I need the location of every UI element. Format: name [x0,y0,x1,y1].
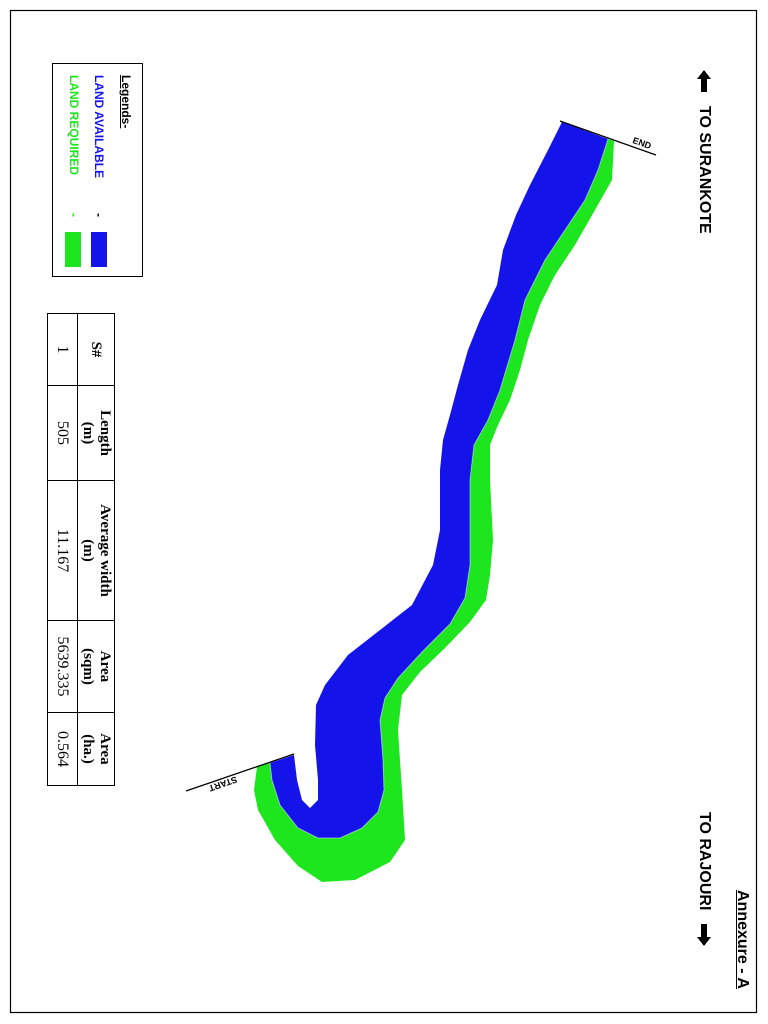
legend-box: Legends- LAND AVAILABLE - LAND REQUIRED … [52,63,143,277]
table-header-text: Average width [97,504,113,597]
legend-item-land-required: LAND REQUIRED - [65,64,82,276]
land-available-area [270,122,608,838]
table-header-cell: S# [77,313,115,386]
arrow-up-icon [697,70,711,92]
table-cell-length: 505 [47,385,78,481]
legend-item-separator: - [92,213,106,217]
legend-item-land-available: LAND AVAILABLE - [91,64,107,276]
direction-label: TO SURANKOTE [696,106,713,234]
table-header-unit: (m) [80,539,96,562]
annexure-title: Annexure - A [734,890,751,989]
legend-item-label: LAND AVAILABLE [92,75,106,179]
table-header-row: S# Length (m) Average width (m) Area (sq… [77,313,115,786]
legend-swatch-land-available [91,232,107,267]
table-header-cell: Area (ha.) [77,712,115,786]
table-header-text: Area [97,733,113,765]
table-header-unit: (m) [80,421,96,445]
start-line [185,753,295,792]
table-cell-average-width: 11.167 [47,480,78,621]
land-required-area [254,139,614,882]
end-line [559,120,657,156]
land-boundary-line [269,138,609,839]
legend-item-label: LAND REQUIRED [67,75,81,176]
table-header-cell: Area (sqm) [77,620,115,713]
table-row: 1 505 11.167 5639.335 0.564 [47,313,78,786]
table-header-text: S# [88,341,105,358]
direction-to-rajouri: TO RAJOURI [695,812,713,947]
table-header-unit: (sqm) [80,648,96,685]
land-summary-table: S# Length (m) Average width (m) Area (sq… [47,313,115,786]
legend-item-separator: - [67,213,81,217]
table-header-text: Length [97,410,113,456]
legend-title: Legends- [119,75,133,129]
direction-to-surankote: TO SURANKOTE [695,70,713,234]
arrow-down-icon [697,924,711,947]
table-header-cell: Average width (m) [77,480,115,621]
direction-label: TO RAJOURI [696,812,713,911]
table-cell-area-ha: 0.564 [47,712,78,786]
page-border [9,9,758,1014]
table-header-text: Area [97,650,113,683]
table-header-unit: (ha.) [80,734,96,764]
legend-swatch-land-required [65,232,81,267]
table-cell-serial: 1 [47,313,78,386]
table-header-cell: Length (m) [77,385,115,481]
table-cell-area-sqm: 5639.335 [47,620,78,713]
